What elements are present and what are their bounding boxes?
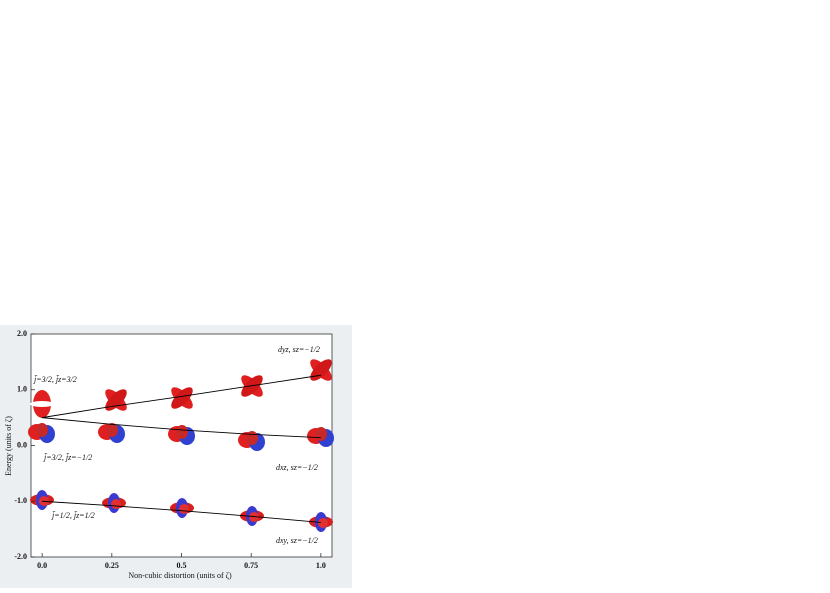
x-tick-label: 0.25: [105, 561, 119, 570]
y-tick-label: -2.0: [14, 552, 27, 561]
y-tick-label: -1.0: [14, 496, 27, 505]
x-axis-label: Non-cubic distortion (units of ζ): [128, 571, 232, 580]
annotation: dxz, sz=−1/2: [276, 463, 318, 472]
annotation: j̃=1/2, j̃z=1/2: [51, 510, 95, 519]
orbitals: [28, 355, 336, 532]
series-line: [42, 417, 321, 439]
annotation: j̃=3/2, j̃z=3/2: [33, 374, 77, 383]
y-axis-label: Energy (units of ζ): [4, 416, 13, 476]
annotation: dyz, sz=−1/2: [278, 345, 320, 354]
x-tick-label: 0.75: [244, 561, 258, 570]
y-tick-label: 0.0: [17, 440, 27, 449]
y-tick-label: 2.0: [17, 329, 27, 338]
x-tick-label: 0.0: [37, 561, 47, 570]
x-tick-label: 1.0: [316, 561, 326, 570]
series-line: [42, 374, 321, 419]
series-line: [42, 500, 321, 523]
y-tick-label: 1.0: [17, 385, 27, 394]
x-tick-label: 0.5: [177, 561, 187, 570]
annotation: dxy, sz=−1/2: [276, 536, 318, 545]
plot-area: [30, 333, 333, 558]
annotation: j̃=3/2, j̃z=−1/2: [43, 452, 92, 461]
